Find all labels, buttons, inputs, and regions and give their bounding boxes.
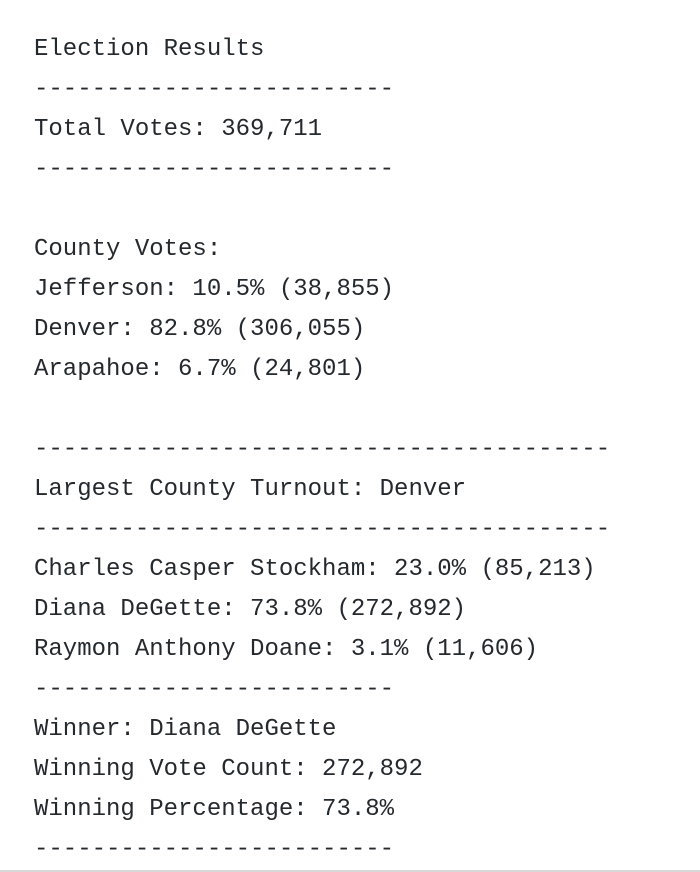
total-votes: Total Votes: 369,711 bbox=[34, 116, 323, 143]
candidate-row: Raymon Anthony Doane: 3.1% (11,606) bbox=[34, 636, 539, 663]
largest-county: Largest County Turnout: Denver bbox=[34, 476, 467, 503]
county-heading: County Votes: bbox=[34, 236, 222, 263]
winner: Winner: Diana DeGette bbox=[34, 716, 337, 743]
winning-vote-count: Winning Vote Count: 272,892 bbox=[34, 756, 423, 783]
separator: ------------------------- bbox=[34, 76, 395, 103]
candidate-row: Charles Casper Stockham: 23.0% (85,213) bbox=[34, 556, 596, 583]
separator: ---------------------------------------- bbox=[34, 516, 611, 543]
separator: ------------------------- bbox=[34, 836, 395, 863]
candidate-row: Diana DeGette: 73.8% (272,892) bbox=[34, 596, 467, 623]
county-row: Jefferson: 10.5% (38,855) bbox=[34, 276, 395, 303]
separator: ------------------------- bbox=[34, 676, 395, 703]
title: Election Results bbox=[34, 36, 265, 63]
separator: ------------------------- bbox=[34, 156, 395, 183]
separator: ---------------------------------------- bbox=[34, 436, 611, 463]
winning-percentage: Winning Percentage: 73.8% bbox=[34, 796, 395, 823]
bottom-border bbox=[0, 870, 700, 872]
county-row: Arapahoe: 6.7% (24,801) bbox=[34, 356, 366, 383]
county-row: Denver: 82.8% (306,055) bbox=[34, 316, 366, 343]
